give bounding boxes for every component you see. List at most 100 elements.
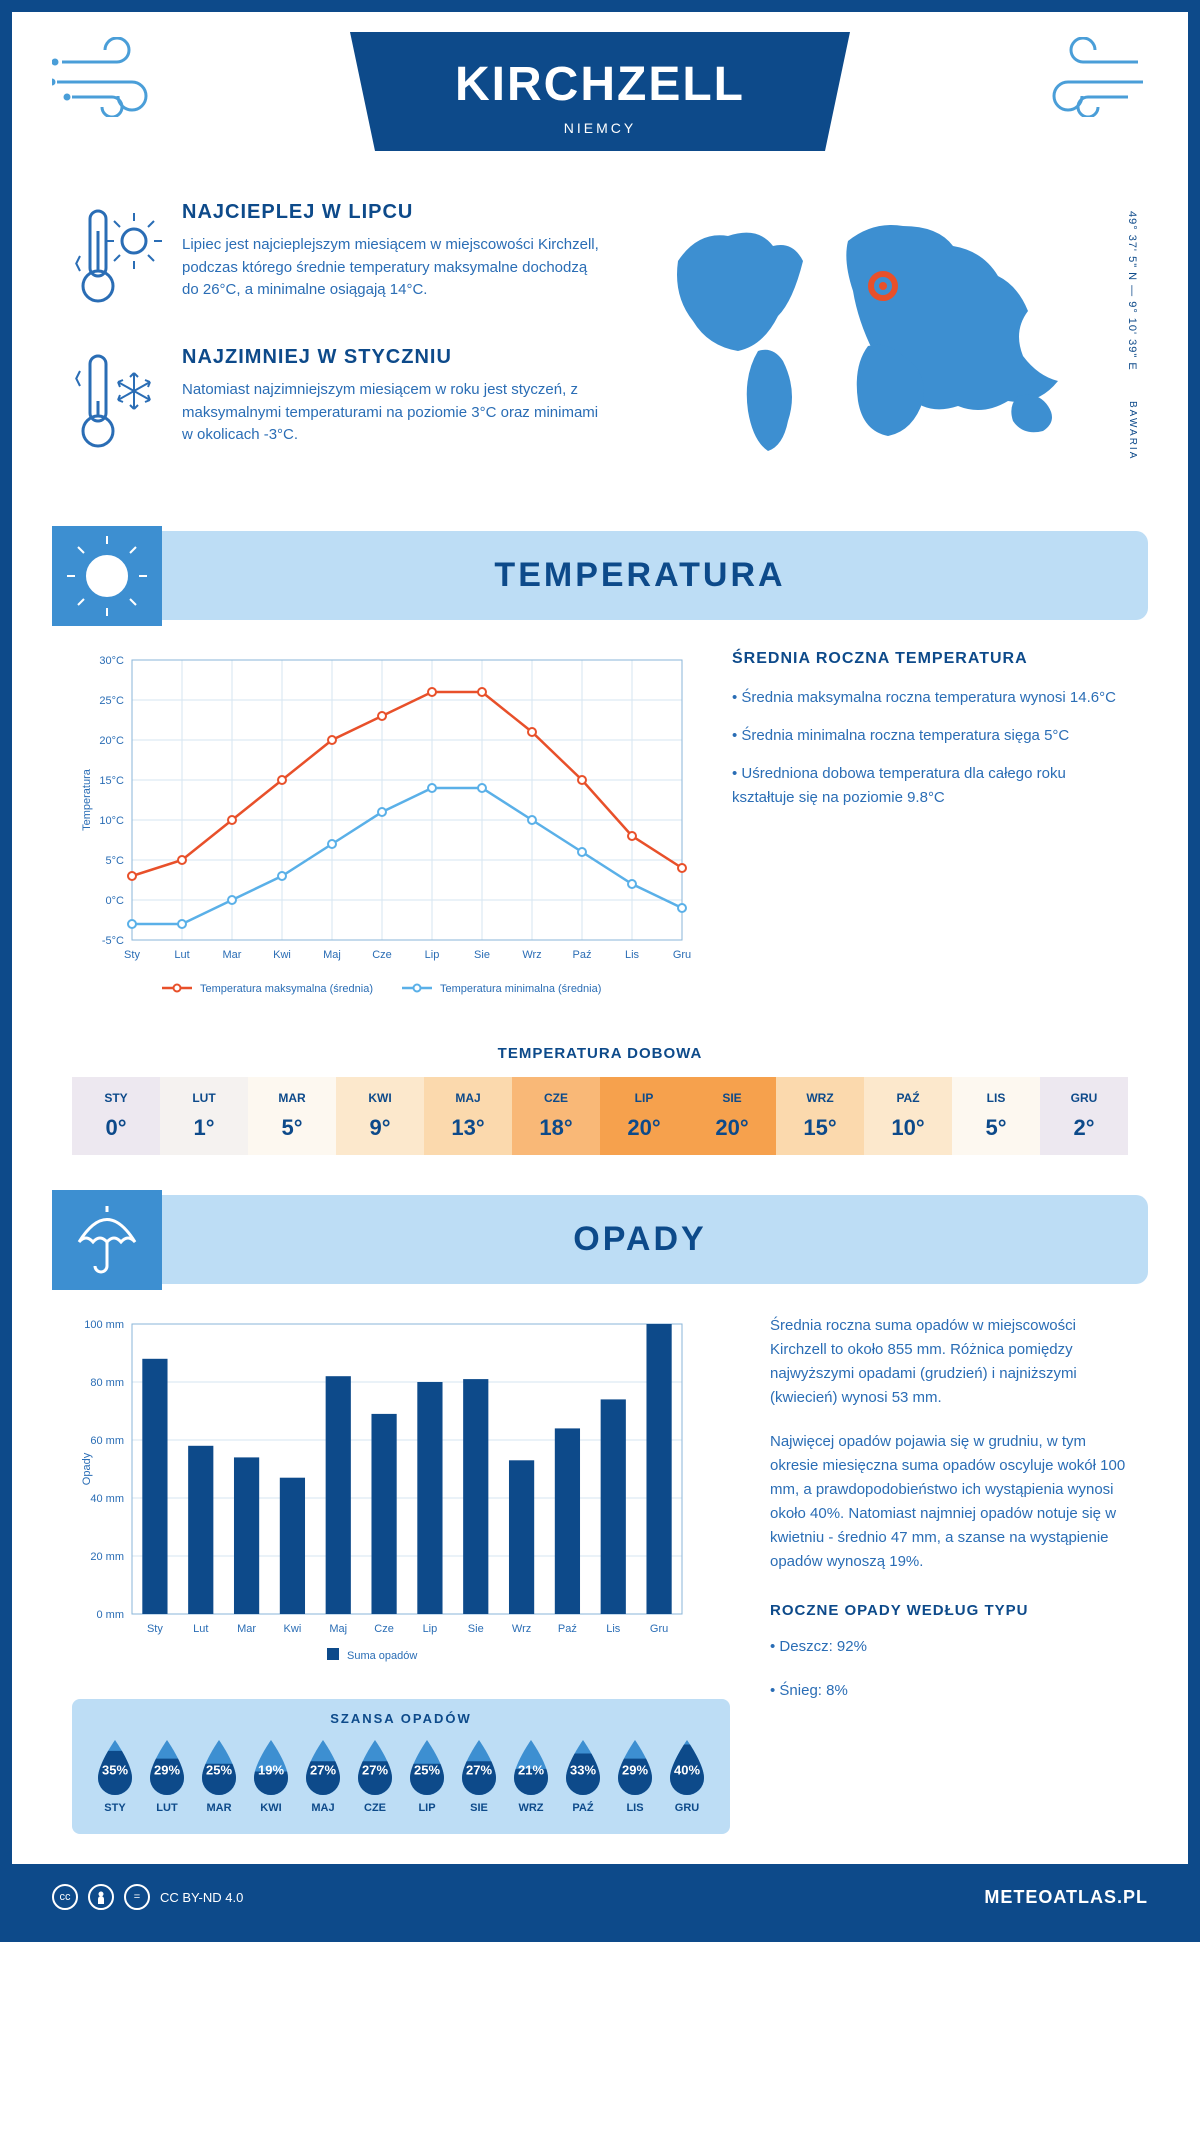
svg-text:Lip: Lip <box>423 1623 438 1635</box>
temperature-chart: -5°C 0°C 5°C 10°C 15°C 20°C 25°C 30°C Sty Lut Mar K… <box>72 650 692 1015</box>
daily-temp-cell: MAR5° <box>248 1077 336 1155</box>
chance-drop: 21% WRZ <box>508 1738 554 1814</box>
svg-text:Cze: Cze <box>372 949 392 961</box>
daily-temp-cell: GRU2° <box>1040 1077 1128 1155</box>
svg-text:80 mm: 80 mm <box>90 1377 124 1389</box>
precip-text-2: Najwięcej opadów pojawia się w grudniu, … <box>770 1430 1128 1574</box>
precip-type-bullet: • Deszcz: 92% <box>770 1635 1128 1659</box>
thermometer-snow-icon <box>72 346 162 461</box>
chance-drop: 29% LIS <box>612 1738 658 1814</box>
svg-text:Lis: Lis <box>625 949 640 961</box>
daily-temp-cell: LIS5° <box>952 1077 1040 1155</box>
chance-drop: 40% GRU <box>664 1738 710 1814</box>
umbrella-icon <box>52 1190 162 1290</box>
temp-info-bullet: • Średnia maksymalna roczna temperatura … <box>732 686 1128 710</box>
svg-text:Mar: Mar <box>223 949 242 961</box>
precip-header-title: OPADY <box>172 1220 1108 1259</box>
daily-temp-grid: STY0°LUT1°MAR5°KWI9°MAJ13°CZE18°LIP20°SI… <box>72 1077 1128 1155</box>
precip-chance-box: SZANSA OPADÓW 35% STY 29% LUT 25% MAR 19… <box>72 1699 730 1834</box>
svg-text:Kwi: Kwi <box>273 949 291 961</box>
chance-drop: 27% SIE <box>456 1738 502 1814</box>
precip-section-header: OPADY <box>52 1195 1148 1284</box>
svg-text:Gru: Gru <box>673 949 691 961</box>
svg-text:Lip: Lip <box>425 949 440 961</box>
thermometer-sun-icon <box>72 201 162 316</box>
daily-temp-cell: SIE20° <box>688 1077 776 1155</box>
svg-text:Temperatura maksymalna (średni: Temperatura maksymalna (średnia) <box>200 983 373 995</box>
chance-drop: 29% LUT <box>144 1738 190 1814</box>
svg-text:Sie: Sie <box>474 949 490 961</box>
temp-section-header: TEMPERATURA <box>52 531 1148 620</box>
svg-text:20 mm: 20 mm <box>90 1551 124 1563</box>
nd-icon: = <box>124 1884 150 1910</box>
svg-text:Wrz: Wrz <box>512 1623 531 1635</box>
world-map <box>648 201 1128 461</box>
svg-text:100 mm: 100 mm <box>84 1319 124 1331</box>
page-header: KIRCHZELL NIEMCY <box>12 12 1188 181</box>
wind-icon <box>52 37 172 122</box>
svg-text:Sty: Sty <box>124 949 140 961</box>
chance-drop: 33% PAŹ <box>560 1738 606 1814</box>
svg-text:Maj: Maj <box>323 949 341 961</box>
warmest-text: Lipiec jest najcieplejszym miesiącem w m… <box>182 234 608 302</box>
svg-text:Temperatura: Temperatura <box>81 768 93 831</box>
svg-text:40 mm: 40 mm <box>90 1493 124 1505</box>
precip-type-title: ROCZNE OPADY WEDŁUG TYPU <box>770 1599 1128 1623</box>
chance-drop: 25% LIP <box>404 1738 450 1814</box>
chance-drop: 27% CZE <box>352 1738 398 1814</box>
svg-text:Mar: Mar <box>237 1623 256 1635</box>
svg-text:Paź: Paź <box>558 1623 577 1635</box>
region-label: BAWARIA <box>1127 401 1138 460</box>
svg-text:Lut: Lut <box>174 949 189 961</box>
daily-temp-cell: WRZ15° <box>776 1077 864 1155</box>
precipitation-chart: 0 mm 20 mm 40 mm 60 mm 80 mm 100 mm Sty Lut Mar K… <box>72 1314 730 1834</box>
coldest-block: NAJZIMNIEJ W STYCZNIU Natomiast najzimni… <box>72 346 608 461</box>
wind-icon <box>1028 37 1148 122</box>
daily-temp-cell: KWI9° <box>336 1077 424 1155</box>
svg-text:20°C: 20°C <box>99 735 124 747</box>
by-icon <box>88 1884 114 1910</box>
daily-temp-cell: CZE18° <box>512 1077 600 1155</box>
daily-temp-cell: LUT1° <box>160 1077 248 1155</box>
svg-text:Opady: Opady <box>81 1452 93 1485</box>
svg-text:Gru: Gru <box>650 1623 668 1635</box>
page-footer: cc = CC BY-ND 4.0 METEOATLAS.PL <box>12 1864 1188 1930</box>
svg-text:15°C: 15°C <box>99 775 124 787</box>
svg-text:25°C: 25°C <box>99 695 124 707</box>
site-label: METEOATLAS.PL <box>984 1887 1148 1908</box>
svg-text:0 mm: 0 mm <box>97 1609 125 1621</box>
temp-header-title: TEMPERATURA <box>172 556 1108 595</box>
cc-icon: cc <box>52 1884 78 1910</box>
warmest-title: NAJCIEPLEJ W LIPCU <box>182 201 608 224</box>
svg-text:60 mm: 60 mm <box>90 1435 124 1447</box>
svg-text:Sty: Sty <box>147 1623 163 1635</box>
coldest-text: Natomiast najzimniejszym miesiącem w rok… <box>182 379 608 447</box>
page-title: KIRCHZELL <box>430 57 770 112</box>
svg-text:Temperatura minimalna (średnia: Temperatura minimalna (średnia) <box>440 983 601 995</box>
svg-text:Sie: Sie <box>468 1623 484 1635</box>
coldest-title: NAJZIMNIEJ W STYCZNIU <box>182 346 608 369</box>
daily-temp-cell: PAŹ10° <box>864 1077 952 1155</box>
daily-temp-cell: STY0° <box>72 1077 160 1155</box>
svg-text:Suma opadów: Suma opadów <box>347 1650 417 1662</box>
svg-text:30°C: 30°C <box>99 655 124 667</box>
precip-type-bullet: • Śnieg: 8% <box>770 1679 1128 1703</box>
svg-text:Wrz: Wrz <box>522 949 541 961</box>
svg-text:Kwi: Kwi <box>284 1623 302 1635</box>
temp-info-bullet: • Średnia minimalna roczna temperatura s… <box>732 724 1128 748</box>
sun-icon <box>52 526 162 626</box>
chance-title: SZANSA OPADÓW <box>92 1711 710 1726</box>
temp-info-title: ŚREDNIA ROCZNA TEMPERATURA <box>732 650 1128 668</box>
svg-text:5°C: 5°C <box>106 855 125 867</box>
warmest-block: NAJCIEPLEJ W LIPCU Lipiec jest najcieple… <box>72 201 608 316</box>
svg-text:10°C: 10°C <box>99 815 124 827</box>
svg-text:-5°C: -5°C <box>102 935 124 947</box>
svg-text:Cze: Cze <box>374 1623 394 1635</box>
page-subtitle: NIEMCY <box>430 120 770 136</box>
chance-drop: 35% STY <box>92 1738 138 1814</box>
svg-text:Lut: Lut <box>193 1623 208 1635</box>
daily-temp-title: TEMPERATURA DOBOWA <box>72 1045 1128 1062</box>
svg-text:0°C: 0°C <box>106 895 125 907</box>
precip-text-1: Średnia roczna suma opadów w miejscowośc… <box>770 1314 1128 1410</box>
chance-drop: 25% MAR <box>196 1738 242 1814</box>
